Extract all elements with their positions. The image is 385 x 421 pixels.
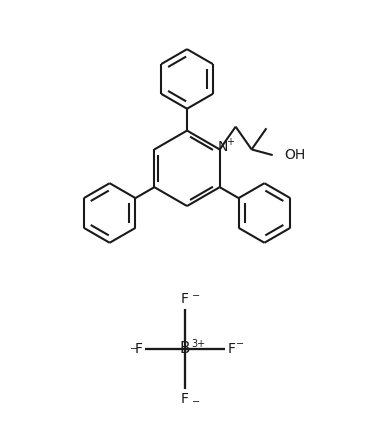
Text: OH: OH bbox=[285, 148, 306, 162]
Text: −: − bbox=[236, 339, 244, 349]
Text: F: F bbox=[181, 392, 189, 406]
Text: F: F bbox=[228, 342, 236, 356]
Text: −: − bbox=[192, 291, 200, 301]
Text: F: F bbox=[134, 342, 142, 356]
Text: N: N bbox=[218, 141, 228, 155]
Text: F: F bbox=[181, 292, 189, 306]
Text: +: + bbox=[226, 136, 234, 147]
Text: B: B bbox=[180, 341, 190, 357]
Text: 3+: 3+ bbox=[191, 339, 205, 349]
Text: −: − bbox=[130, 344, 138, 354]
Text: −: − bbox=[192, 397, 200, 407]
